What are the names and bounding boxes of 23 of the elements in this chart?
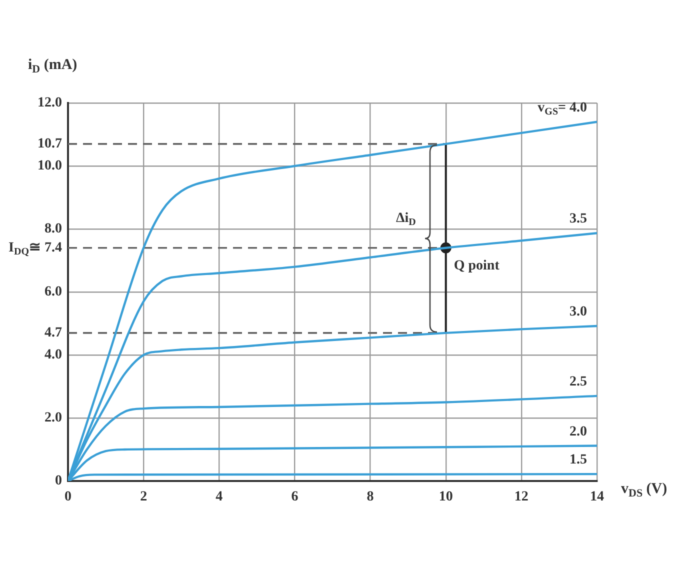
series-label: 2.0 (570, 424, 587, 440)
series-label: 1.5 (570, 452, 587, 468)
ref-line-label: 4.7 (44, 326, 62, 341)
x-tick-label: 4 (216, 490, 223, 505)
series-label: 3.0 (570, 304, 587, 320)
x-tick-label: 14 (590, 490, 604, 505)
y-tick-label: 6.0 (44, 284, 62, 300)
y-tick-label: 2.0 (44, 410, 62, 426)
series-label: 3.5 (570, 212, 587, 227)
x-tick-label: 8 (366, 490, 374, 505)
annotation: Q point (454, 258, 500, 274)
ref-line-label: 10.7 (38, 136, 62, 152)
y-tick-label: 10.0 (38, 158, 62, 174)
x-tick-label: 0 (64, 490, 72, 505)
series-label: 2.5 (570, 374, 587, 390)
y-tick-label: 4.0 (44, 348, 62, 363)
x-tick-label: 12 (514, 490, 528, 505)
y-tick-label: 8.0 (44, 222, 62, 237)
x-tick-label: 10 (438, 490, 453, 505)
y-tick-label: 12.0 (38, 96, 62, 111)
y-tick-label: 0 (55, 474, 62, 489)
x-tick-label: 6 (291, 490, 298, 505)
x-tick-label: 2 (140, 490, 148, 505)
